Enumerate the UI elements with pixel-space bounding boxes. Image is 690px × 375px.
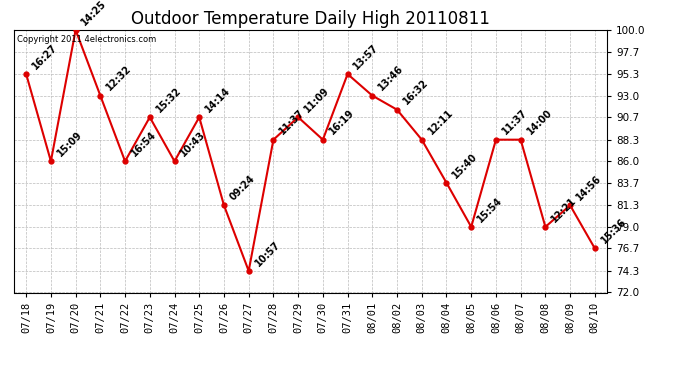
Text: 14:56: 14:56 — [574, 174, 603, 202]
Text: 15:36: 15:36 — [599, 217, 628, 246]
Text: 09:24: 09:24 — [228, 174, 257, 202]
Text: 16:32: 16:32 — [401, 78, 430, 107]
Title: Outdoor Temperature Daily High 20110811: Outdoor Temperature Daily High 20110811 — [131, 10, 490, 28]
Text: 11:09: 11:09 — [302, 86, 331, 114]
Text: 12:11: 12:11 — [426, 108, 455, 137]
Text: 12:21: 12:21 — [549, 195, 578, 224]
Text: 13:46: 13:46 — [377, 64, 406, 93]
Text: 16:54: 16:54 — [129, 129, 158, 159]
Text: 12:32: 12:32 — [104, 64, 133, 93]
Text: 15:32: 15:32 — [154, 86, 183, 114]
Text: Copyright 2011 4electronics.com: Copyright 2011 4electronics.com — [17, 35, 156, 44]
Text: 11:37: 11:37 — [277, 108, 306, 137]
Text: 16:27: 16:27 — [30, 42, 59, 71]
Text: 10:57: 10:57 — [253, 239, 282, 268]
Text: 14:00: 14:00 — [525, 108, 554, 137]
Text: 11:37: 11:37 — [500, 108, 529, 137]
Text: 15:54: 15:54 — [475, 195, 504, 224]
Text: 14:25: 14:25 — [80, 0, 109, 27]
Text: 14:14: 14:14 — [204, 86, 233, 114]
Text: 15:40: 15:40 — [451, 151, 480, 180]
Text: 13:57: 13:57 — [352, 42, 381, 71]
Text: 10:43: 10:43 — [179, 129, 208, 159]
Text: 15:09: 15:09 — [55, 129, 84, 159]
Text: 16:19: 16:19 — [327, 108, 356, 137]
